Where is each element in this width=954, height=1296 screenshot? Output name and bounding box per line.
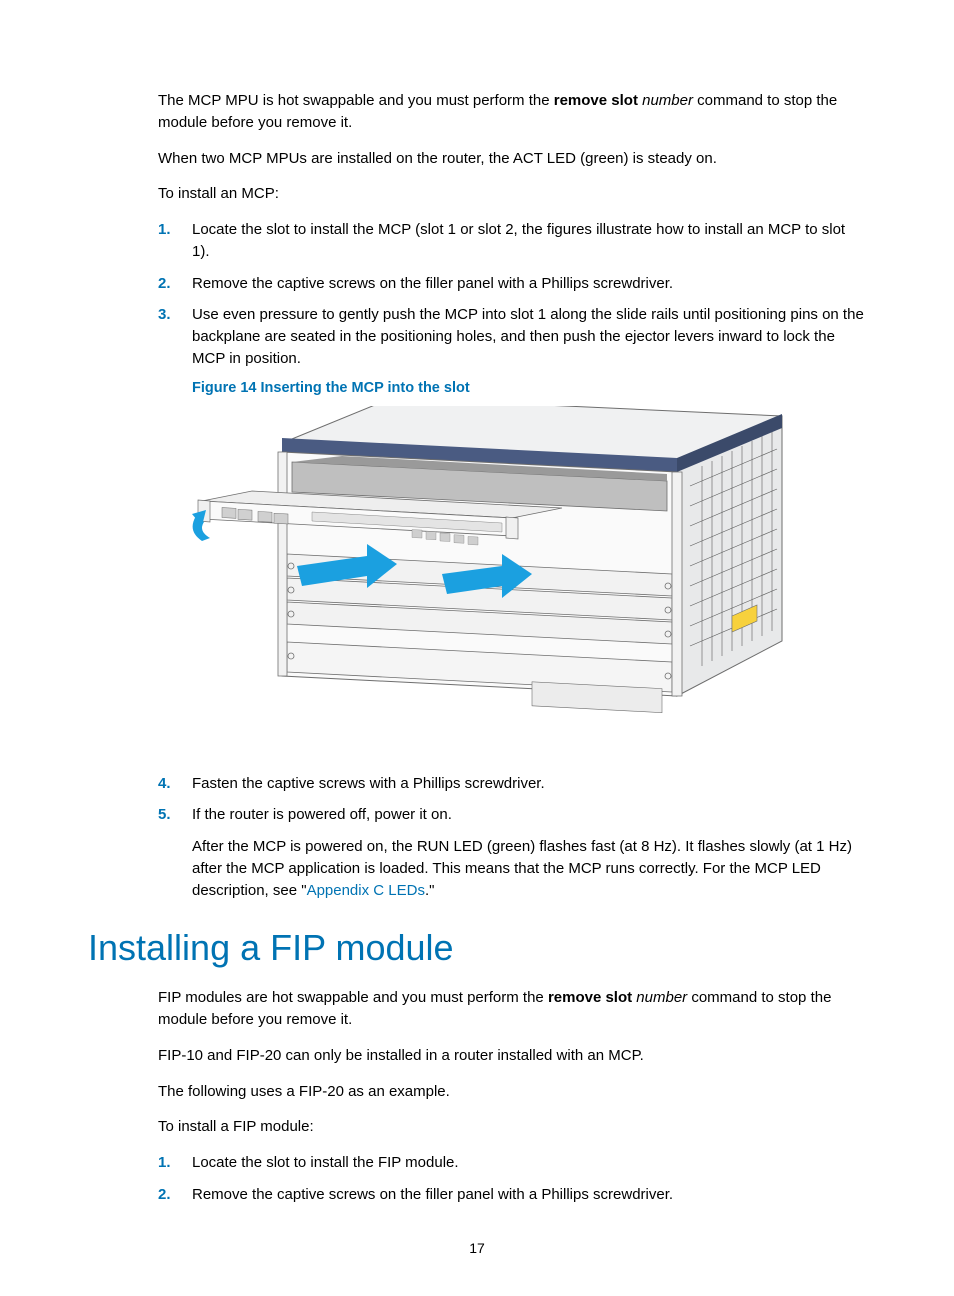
step-number: 2.: [158, 273, 171, 295]
list-item: 1. Locate the slot to install the MCP (s…: [158, 219, 866, 263]
text: .": [425, 882, 435, 899]
paragraph-fip-1: FIP modules are hot swappable and you mu…: [158, 987, 866, 1031]
list-item: 3. Use even pressure to gently push the …: [158, 304, 866, 369]
section-heading: Installing a FIP module: [88, 927, 866, 969]
paragraph-fip-3: The following uses a FIP-20 as an exampl…: [158, 1081, 866, 1103]
router-chassis-illustration: [192, 406, 792, 746]
step-number: 1.: [158, 1152, 171, 1174]
italic-text: number: [632, 989, 687, 1006]
paragraph-fip-2: FIP-10 and FIP-20 can only be installed …: [158, 1045, 866, 1067]
step-number: 2.: [158, 1184, 171, 1206]
page: The MCP MPU is hot swappable and you mus…: [0, 0, 954, 1296]
step-text: Remove the captive screws on the filler …: [192, 1186, 673, 1203]
step-text: Fasten the captive screws with a Phillip…: [192, 775, 545, 792]
list-item: 2. Remove the captive screws on the fill…: [158, 1184, 866, 1206]
italic-text: number: [638, 92, 693, 109]
step-text: Use even pressure to gently push the MCP…: [192, 306, 864, 367]
list-item: 4. Fasten the captive screws with a Phil…: [158, 773, 866, 795]
step-text: Locate the slot to install the MCP (slot…: [192, 221, 845, 260]
page-number: 17: [0, 1240, 954, 1256]
paragraph-after-step5: After the MCP is powered on, the RUN LED…: [192, 836, 866, 901]
step-text: Remove the captive screws on the filler …: [192, 275, 673, 292]
step-text: Locate the slot to install the FIP modul…: [192, 1154, 459, 1171]
step-text: If the router is powered off, power it o…: [192, 806, 452, 823]
step-number: 1.: [158, 219, 171, 241]
list-item: 1. Locate the slot to install the FIP mo…: [158, 1152, 866, 1174]
list-item: 2. Remove the captive screws on the fill…: [158, 273, 866, 295]
step-number: 3.: [158, 304, 171, 326]
paragraph-intro-2: When two MCP MPUs are installed on the r…: [158, 148, 866, 170]
figure: [192, 406, 866, 751]
paragraph-fip-4: To install a FIP module:: [158, 1116, 866, 1138]
ordered-list-a: 1. Locate the slot to install the MCP (s…: [158, 219, 866, 370]
figure-caption: Figure 14 Inserting the MCP into the slo…: [192, 380, 866, 396]
text: After the MCP is powered on, the RUN LED…: [192, 838, 852, 899]
step-number: 4.: [158, 773, 171, 795]
paragraph-intro-3: To install an MCP:: [158, 183, 866, 205]
bold-text: remove slot: [554, 92, 638, 109]
text: FIP modules are hot swappable and you mu…: [158, 989, 548, 1006]
step-number: 5.: [158, 804, 171, 826]
text: The MCP MPU is hot swappable and you mus…: [158, 92, 554, 109]
bold-text: remove slot: [548, 989, 632, 1006]
paragraph-intro-1: The MCP MPU is hot swappable and you mus…: [158, 90, 866, 134]
ordered-list-c: 1. Locate the slot to install the FIP mo…: [158, 1152, 866, 1206]
ordered-list-b: 4. Fasten the captive screws with a Phil…: [158, 773, 866, 827]
list-item: 5. If the router is powered off, power i…: [158, 804, 866, 826]
link-appendix-c[interactable]: Appendix C LEDs: [307, 882, 425, 899]
